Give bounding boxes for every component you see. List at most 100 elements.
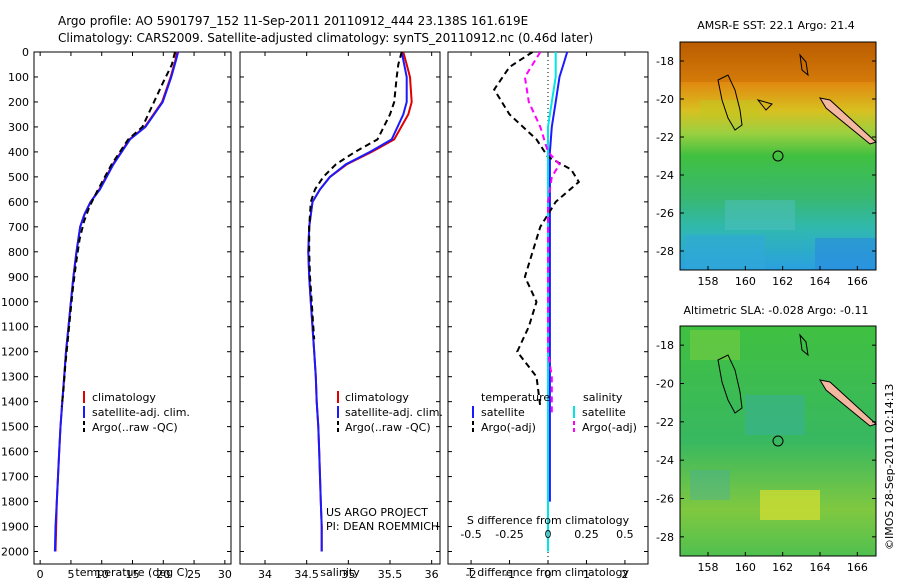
- series-line-argo-adj-: [523, 52, 561, 415]
- y-tick-label: 0: [22, 46, 29, 59]
- x-top-tick-label: 0.25: [574, 528, 599, 541]
- y-tick-label: 1000: [1, 296, 29, 309]
- map-y-tick-label: -28: [656, 531, 674, 544]
- series-line-climatology: [54, 52, 178, 552]
- x-tick-label: 30: [218, 568, 232, 580]
- map-x-tick-label: 162: [772, 275, 793, 288]
- series-line-argo-adj-: [493, 52, 581, 407]
- salinity-xlabel: salinity: [320, 566, 360, 579]
- x-tick-label: 25: [187, 568, 201, 580]
- map-y-tick-label: -26: [656, 493, 674, 506]
- y-tick-label: 500: [8, 171, 29, 184]
- x-tick-label: -2: [466, 568, 477, 580]
- series-line-satellite: [548, 52, 569, 502]
- sla-map: [679, 325, 877, 557]
- difference-xlabel-top: S difference from climatology: [467, 514, 630, 527]
- map-x-tick-label: 166: [847, 561, 868, 574]
- title-line2: Climatology: CARS2009. Satellite-adjuste…: [58, 31, 593, 45]
- legend-group-temperature: temperature: [481, 391, 550, 404]
- new-caledonia-outline: [717, 354, 743, 414]
- map-y-tick-label: -24: [656, 169, 674, 182]
- x-tick-label: 35: [341, 568, 355, 580]
- legend-satellite: satellite-adj. clim.: [345, 406, 443, 419]
- legend-s-argo: Argo(-adj): [582, 421, 637, 434]
- legend-group-salinity: salinity: [583, 391, 623, 404]
- legend-argo: Argo(..raw -QC): [92, 421, 178, 434]
- temperature-axes: [33, 51, 232, 565]
- y-tick-label: 300: [8, 121, 29, 134]
- y-tick-label: 1600: [1, 446, 29, 459]
- x-tick-label: 34.5: [294, 568, 319, 580]
- sst-map: [679, 41, 877, 271]
- sst-map-title: AMSR-E SST: 22.1 Argo: 21.4: [697, 19, 855, 32]
- y-tick-label: 800: [8, 246, 29, 259]
- y-tick-label: 1100: [1, 321, 29, 334]
- x-tick-label: 1: [583, 568, 590, 580]
- x-tick-label: 2: [621, 568, 628, 580]
- y-tick-label: 200: [8, 96, 29, 109]
- salinity-axes: [239, 51, 441, 565]
- map-x-tick-label: 166: [847, 275, 868, 288]
- x-tick-label: 36: [425, 568, 439, 580]
- sla-map-title: Altimetric SLA: -0.028 Argo: -0.11: [684, 304, 869, 317]
- map-y-tick-label: -18: [656, 339, 674, 352]
- map-x-tick-label: 162: [772, 561, 793, 574]
- map-x-tick-label: 160: [735, 275, 756, 288]
- x-top-tick-label: -0.5: [460, 528, 481, 541]
- x-tick-label: 20: [156, 568, 170, 580]
- map-y-tick-label: -24: [656, 454, 674, 467]
- difference-xlabel: T difference from climatology: [466, 566, 629, 579]
- y-tick-label: 400: [8, 146, 29, 159]
- map-y-tick-label: -22: [656, 131, 674, 144]
- project-label: US ARGO PROJECT: [326, 506, 428, 519]
- y-tick-label: 1200: [1, 346, 29, 359]
- map-y-tick-label: -20: [656, 378, 674, 391]
- sst-map-ticks: 158 160 162 164 166 -18 -20 -22 -24 -26 -28: [656, 55, 876, 288]
- x-tick-label: 34: [258, 568, 272, 580]
- x-tick-label: 0: [545, 568, 552, 580]
- y-tick-label: 1300: [1, 371, 29, 384]
- series-line-argo-raw-qc-: [308, 52, 403, 340]
- map-x-tick-label: 164: [810, 275, 831, 288]
- imos-watermark: ©IMOS 28-Sep-2011 02:14:13: [883, 384, 896, 550]
- y-tick-label: 1700: [1, 471, 29, 484]
- legend-t-argo: Argo(-adj): [481, 421, 536, 434]
- difference-legend: temperature salinity satellite Argo(-adj…: [472, 391, 637, 434]
- map-x-tick-label: 160: [735, 561, 756, 574]
- x-tick-label: 0: [37, 568, 44, 580]
- argo-float-marker: [772, 435, 784, 447]
- salinity-legend: climatology satellite-adj. clim. Argo(..…: [337, 391, 443, 434]
- y-tick-label: 100: [8, 71, 29, 84]
- temperature-xlabel: temperature (deg C): [75, 566, 188, 579]
- legend-argo: Argo(..raw -QC): [345, 421, 431, 434]
- y-tick-label: 1400: [1, 396, 29, 409]
- x-tick-label: 15: [126, 568, 140, 580]
- pi-label: PI: DEAN ROEMMICH: [326, 520, 439, 533]
- y-tick-label: 700: [8, 221, 29, 234]
- legend-satellite: satellite-adj. clim.: [92, 406, 190, 419]
- series-line-argo-raw-qc-: [60, 52, 176, 407]
- temperature-series: [53, 52, 180, 552]
- map-y-tick-label: -26: [656, 207, 674, 220]
- x-axis-ticks: 0 5 10 15 20 25 30 34 34.5 35 35.5 36 -2 -1 0 1 2 -0.5 -0.…: [37, 52, 634, 580]
- x-tick-label: -1: [504, 568, 515, 580]
- argo-float-marker: [772, 150, 784, 162]
- reef-outline: [818, 97, 877, 145]
- y-tick-label: 2000: [1, 546, 29, 559]
- series-line-satellite-adj-clim-: [53, 52, 180, 552]
- difference-series: [493, 52, 581, 564]
- y-tick-label: 900: [8, 271, 29, 284]
- map-y-tick-label: -22: [656, 416, 674, 429]
- map-x-tick-label: 164: [810, 561, 831, 574]
- temperature-legend: climatology satellite-adj. clim. Argo(..…: [83, 391, 190, 434]
- map-x-tick-label: 158: [698, 561, 719, 574]
- map-y-tick-label: -20: [656, 93, 674, 106]
- x-top-tick-label: 0: [545, 528, 552, 541]
- y-tick-label: 1900: [1, 521, 29, 534]
- x-tick-label: 35.5: [378, 568, 403, 580]
- salinity-series: [307, 52, 413, 552]
- x-tick-label: 10: [95, 568, 109, 580]
- x-top-tick-label: 0.5: [616, 528, 634, 541]
- sla-map-ticks: 158 160 162 164 166 -18 -20 -22 -24 -26 -28: [656, 339, 876, 574]
